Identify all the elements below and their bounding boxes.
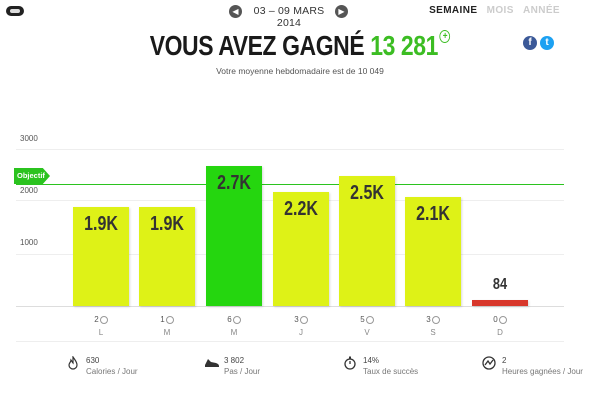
headline-prefix: VOUS AVEZ GAGNÉ [149, 30, 365, 61]
run-icon [431, 315, 440, 324]
twitter-share-icon[interactable]: t [540, 36, 554, 50]
chart-bar[interactable] [405, 197, 461, 306]
stat-value: 630 [86, 356, 100, 365]
bar-value-label: 1.9K [150, 213, 184, 235]
date-range: 03 – 09 MARS 2014 [253, 5, 325, 29]
weekly-average-text: Votre moyenne hebdomadaire est de 10 049 [216, 66, 384, 76]
tab-week[interactable]: SEMAINE [429, 5, 478, 16]
page-title: VOUS AVEZ GAGNÉ 13 281 + [54, 30, 546, 62]
run-icon [365, 315, 374, 324]
nike-logo [6, 6, 24, 16]
day-run-count: 0 [472, 315, 528, 324]
day-run-count-value: 3 [294, 315, 299, 324]
period-tabs: SEMAINE MOIS ANNÉE [423, 5, 560, 16]
run-icon [99, 315, 108, 324]
bar-value-label: 2.1K [416, 203, 450, 225]
chart-bar[interactable] [206, 166, 262, 306]
objective-flag: Objectif [14, 168, 50, 184]
day-run-count-value: 2 [94, 315, 99, 324]
tab-year[interactable]: ANNÉE [522, 5, 560, 16]
stat-label: Heures gagnées / Jour [502, 367, 583, 376]
x-tick-label: V [364, 328, 370, 337]
weekly-average: Votre moyenne hebdomadaire est de 10 049 [0, 66, 600, 76]
x-tick-label: S [430, 328, 436, 337]
chart-bar[interactable] [472, 300, 528, 306]
fuel-icon: + [439, 30, 451, 43]
tab-month[interactable]: MOIS [486, 5, 514, 16]
stat-value: 3 802 [224, 356, 245, 365]
x-tick-label: J [299, 328, 303, 337]
stats-divider [16, 341, 564, 342]
objective-line [16, 184, 564, 185]
day-run-count: 3 [405, 315, 461, 324]
y-tick-label: 1000 [20, 238, 38, 247]
stat-value: 14% [363, 356, 380, 365]
chart-bar[interactable] [139, 207, 195, 306]
day-run-count-value: 0 [493, 315, 498, 324]
day-run-count: 5 [339, 315, 395, 324]
chart-bar[interactable] [73, 207, 129, 306]
day-run-count: 2 [73, 315, 129, 324]
bar-value-label: 2.5K [350, 182, 384, 204]
x-tick-label: M [230, 328, 238, 337]
chart-bar[interactable] [339, 176, 395, 306]
x-tick-label: M [163, 328, 171, 337]
bar-value-label: 1.9K [84, 213, 118, 235]
day-run-count-value: 1 [160, 315, 165, 324]
day-run-count-value: 3 [426, 315, 431, 324]
shoe-icon [204, 356, 219, 370]
stat-label: Calories / Jour [86, 367, 138, 376]
stat-label: Taux de succès [363, 367, 419, 376]
bar-value-label: 2.7K [217, 172, 251, 194]
bar-value-label: 2.2K [284, 198, 318, 220]
day-run-count-value: 5 [360, 315, 365, 324]
day-run-count: 1 [139, 315, 195, 324]
gridline [16, 149, 564, 150]
chevron-right-icon[interactable]: ▶ [335, 5, 348, 18]
flame-icon [66, 355, 80, 370]
run-icon [165, 315, 174, 324]
run-icon [232, 315, 241, 324]
y-tick-label: 3000 [20, 134, 38, 143]
activity-icon [482, 356, 496, 370]
stat-label: Pas / Jour [224, 367, 261, 376]
headline-value: 13 281 [370, 30, 438, 61]
stat-value: 2 [502, 356, 507, 365]
day-run-count: 6 [206, 315, 262, 324]
run-icon [299, 315, 308, 324]
bar-value-label: 84 [492, 276, 508, 293]
chart-bar[interactable] [273, 192, 329, 306]
day-run-count: 3 [273, 315, 329, 324]
y-tick-label: 2000 [20, 186, 38, 195]
x-tick-label: D [497, 328, 503, 337]
run-icon [498, 315, 507, 324]
stopwatch-icon [343, 356, 357, 370]
x-tick-label: L [98, 328, 104, 337]
day-run-count-value: 6 [227, 315, 232, 324]
x-axis [16, 306, 564, 307]
chevron-left-icon[interactable]: ◀ [229, 5, 242, 18]
facebook-share-icon[interactable]: f [523, 36, 537, 50]
